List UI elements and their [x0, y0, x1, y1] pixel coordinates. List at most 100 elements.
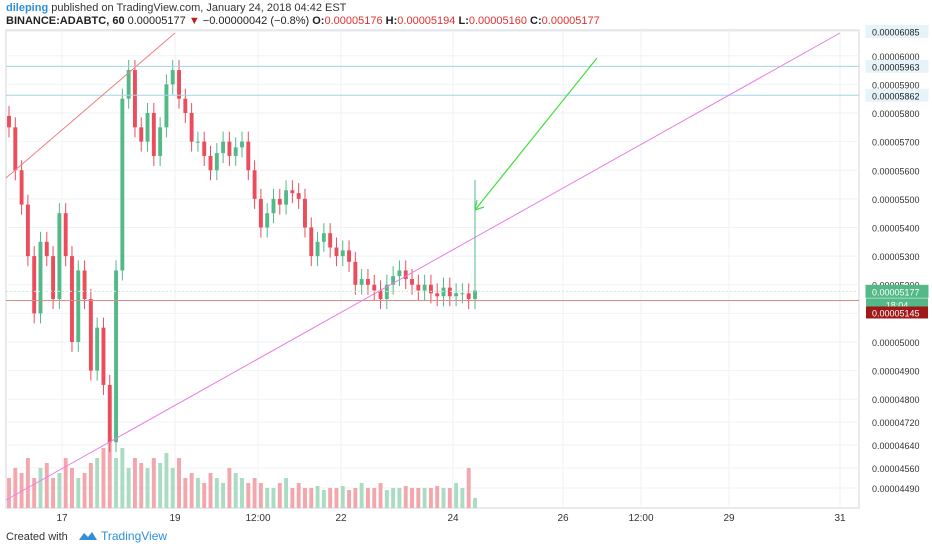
- volume-bar: [384, 490, 389, 508]
- volume-bar: [460, 488, 465, 508]
- candle-body: [246, 141, 251, 171]
- candle-body: [435, 293, 440, 297]
- volume-bar: [107, 438, 112, 508]
- candle-body: [384, 284, 389, 300]
- low-label: L:: [458, 15, 469, 27]
- candle-body: [202, 141, 207, 156]
- top-price-label: 0.00006085: [872, 27, 920, 37]
- close-label: C:: [530, 15, 542, 27]
- candle-body: [132, 70, 137, 128]
- volume-bar: [132, 458, 137, 508]
- volume-bar: [126, 468, 131, 508]
- candle-body: [315, 241, 320, 257]
- volume-bar: [271, 488, 276, 508]
- candle-body: [422, 284, 427, 291]
- candle-body: [258, 198, 263, 228]
- volume-bar: [233, 473, 238, 508]
- volume-bar: [38, 468, 43, 508]
- candle-body: [233, 147, 238, 156]
- volume-bar: [139, 463, 144, 508]
- volume-bar: [359, 483, 364, 508]
- volume-bar: [416, 488, 421, 508]
- red-line-box: [866, 306, 928, 319]
- candle-body: [57, 213, 62, 300]
- candle-body: [365, 279, 370, 285]
- candles: [7, 60, 477, 453]
- last-price: 0.00005177: [127, 15, 186, 27]
- y-tick-label: 0.00004800: [872, 395, 920, 405]
- candle-body: [7, 115, 11, 128]
- price-change: −0.00000042 (−0.8%): [202, 15, 310, 27]
- volume-bar: [422, 488, 427, 508]
- candle-body: [416, 284, 421, 291]
- candle-body: [151, 113, 156, 156]
- volume-bar: [44, 463, 49, 508]
- low-value: 0.00005160: [468, 15, 527, 27]
- candle-body: [63, 213, 68, 257]
- y-tick-label: 0.00004560: [872, 464, 920, 474]
- candle-body: [372, 284, 377, 291]
- candle-body: [25, 204, 30, 257]
- volume-bar: [214, 478, 219, 508]
- candle-body: [38, 241, 43, 314]
- volume-bar: [19, 473, 24, 508]
- volume-bar: [158, 463, 163, 508]
- volume-bar: [265, 488, 270, 508]
- volume-bar: [391, 488, 396, 508]
- high-value: 0.00005194: [397, 15, 456, 27]
- y-tick-label: 0.00005900: [872, 80, 920, 90]
- candle-body: [177, 70, 181, 99]
- x-tick-label: 19: [169, 513, 181, 524]
- volume-bar: [208, 473, 213, 508]
- symbol-label: BINANCE:ADABTC, 60: [6, 15, 125, 27]
- volume-bar: [7, 478, 11, 508]
- y-tick-label: 0.00005000: [872, 338, 920, 348]
- volume-bar: [82, 473, 87, 508]
- y-axis[interactable]: 0.00006085 0.00006000 0.00005900 0.00005800…: [865, 24, 929, 494]
- x-tick-label: 31: [834, 513, 846, 524]
- volume-bar: [340, 486, 345, 508]
- grid: [6, 30, 859, 508]
- open-value: 0.00005176: [324, 15, 383, 27]
- candle-body: [403, 270, 408, 280]
- candle-body: [296, 193, 301, 199]
- created-with-text: Created with: [6, 531, 68, 543]
- volume-bar: [321, 490, 326, 508]
- volume-bar: [403, 486, 408, 508]
- volume-bar: [428, 488, 433, 508]
- volume-bars: [7, 438, 477, 508]
- y-tick-label: 0.00005600: [872, 166, 920, 176]
- candle-body: [32, 256, 37, 314]
- volume-bar: [151, 458, 156, 508]
- drawings: [5, 32, 859, 501]
- candle-body: [240, 141, 244, 148]
- candle-body: [51, 256, 56, 300]
- volume-bar: [397, 488, 402, 508]
- volume-bar: [284, 478, 289, 508]
- volume-bar: [57, 473, 62, 508]
- x-tick-label: 24: [447, 513, 459, 524]
- price-chart[interactable]: 0.00006085 0.00006000 0.00005900 0.00005800…: [0, 0, 932, 528]
- y-tick-label: 0.00004490: [872, 484, 920, 494]
- candle-body: [183, 98, 188, 114]
- candle-body: [189, 113, 194, 142]
- y-tick-label: 0.00005400: [872, 223, 920, 233]
- candle-body: [340, 250, 345, 257]
- volume-bar: [290, 488, 295, 508]
- volume-bar: [410, 488, 414, 508]
- candle-body: [19, 170, 24, 205]
- candle-body: [328, 233, 333, 248]
- candle-body: [44, 241, 49, 257]
- plot-frame: [5, 29, 860, 509]
- volume-bar: [303, 488, 307, 508]
- volume-bar: [189, 473, 194, 508]
- candle-body: [88, 299, 93, 371]
- x-tick-label: 26: [557, 513, 569, 524]
- volume-bar: [195, 478, 200, 508]
- x-axis[interactable]: 17 19 12:00 22 24 26 12:00 29 31: [56, 513, 846, 524]
- tradingview-brand[interactable]: TradingView: [78, 529, 167, 543]
- current-price-label: 0.00005177: [872, 287, 920, 297]
- candle-body: [353, 261, 358, 285]
- author-name[interactable]: dileping: [6, 2, 49, 14]
- red-line-label: 0.00005145: [872, 308, 920, 318]
